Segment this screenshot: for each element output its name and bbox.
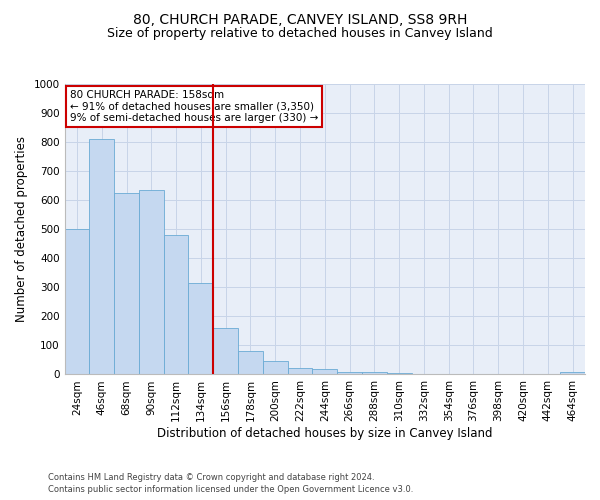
Y-axis label: Number of detached properties: Number of detached properties bbox=[15, 136, 28, 322]
Bar bbox=[263, 362, 287, 374]
Bar bbox=[287, 368, 313, 374]
X-axis label: Distribution of detached houses by size in Canvey Island: Distribution of detached houses by size … bbox=[157, 427, 493, 440]
Bar bbox=[139, 190, 164, 374]
Bar bbox=[65, 229, 89, 374]
Bar bbox=[213, 328, 238, 374]
Bar bbox=[560, 372, 585, 374]
Bar bbox=[387, 373, 412, 374]
Bar bbox=[114, 193, 139, 374]
Text: 80 CHURCH PARADE: 158sqm
← 91% of detached houses are smaller (3,350)
9% of semi: 80 CHURCH PARADE: 158sqm ← 91% of detach… bbox=[70, 90, 318, 123]
Bar bbox=[337, 372, 362, 374]
Bar bbox=[362, 372, 387, 374]
Text: Contains HM Land Registry data © Crown copyright and database right 2024.: Contains HM Land Registry data © Crown c… bbox=[48, 472, 374, 482]
Text: Contains public sector information licensed under the Open Government Licence v3: Contains public sector information licen… bbox=[48, 485, 413, 494]
Bar bbox=[238, 350, 263, 374]
Text: Size of property relative to detached houses in Canvey Island: Size of property relative to detached ho… bbox=[107, 28, 493, 40]
Bar bbox=[188, 283, 213, 374]
Bar bbox=[164, 235, 188, 374]
Bar bbox=[89, 139, 114, 374]
Text: 80, CHURCH PARADE, CANVEY ISLAND, SS8 9RH: 80, CHURCH PARADE, CANVEY ISLAND, SS8 9R… bbox=[133, 12, 467, 26]
Bar bbox=[313, 369, 337, 374]
